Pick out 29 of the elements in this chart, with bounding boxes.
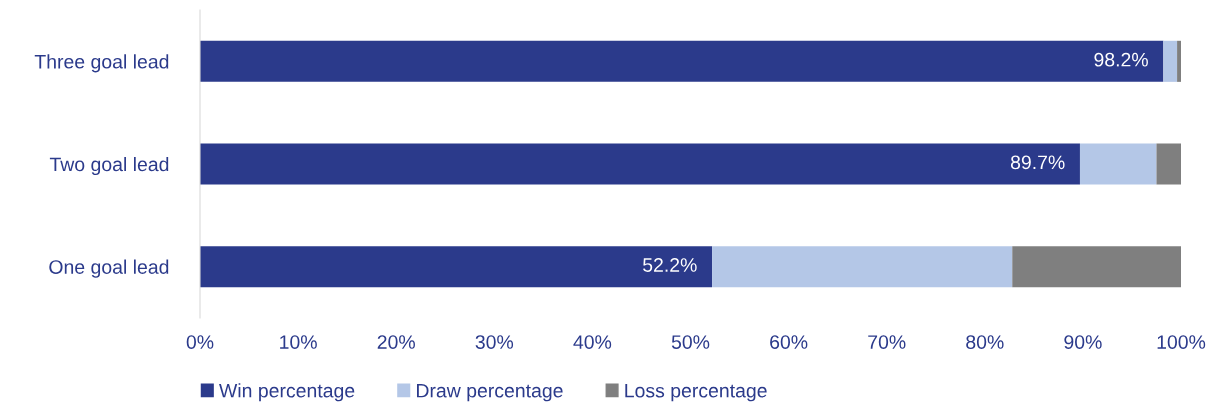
y-tick-label: One goal lead bbox=[49, 259, 169, 278]
x-tick-label: 40% bbox=[573, 335, 612, 349]
data-label: 89.7% bbox=[1010, 155, 1065, 170]
bar bbox=[1079, 143, 1157, 185]
x-tick-label: 0% bbox=[186, 335, 214, 349]
x-tick-label: 80% bbox=[966, 335, 1004, 349]
x-tick-label: 20% bbox=[377, 335, 415, 349]
bar bbox=[1012, 246, 1181, 288]
bar bbox=[1156, 143, 1181, 185]
bar bbox=[200, 143, 1080, 185]
bar bbox=[1177, 40, 1181, 82]
x-tick-label: 90% bbox=[1064, 335, 1102, 349]
x-tick-label: 60% bbox=[770, 335, 808, 349]
x-tick-label: 30% bbox=[475, 335, 514, 349]
legend-label: Win percentage bbox=[219, 383, 355, 402]
x-tick-label: 50% bbox=[671, 335, 710, 349]
bar bbox=[712, 246, 1013, 288]
legend-label: Draw percentage bbox=[417, 383, 563, 402]
bar bbox=[200, 40, 1164, 82]
x-tick-label: 100% bbox=[1157, 335, 1206, 349]
y-tick-label: Two goal lead bbox=[49, 156, 169, 176]
data-label: 98.2% bbox=[1094, 52, 1148, 67]
x-tick-label: 10% bbox=[280, 335, 317, 349]
y-tick-label: Three goal lead bbox=[34, 54, 169, 73]
x-tick-label: 70% bbox=[868, 335, 906, 349]
bar bbox=[200, 246, 713, 288]
legend-label: Loss percentage bbox=[625, 383, 767, 402]
data-label: 52.2% bbox=[643, 258, 697, 272]
bar bbox=[1163, 40, 1178, 82]
